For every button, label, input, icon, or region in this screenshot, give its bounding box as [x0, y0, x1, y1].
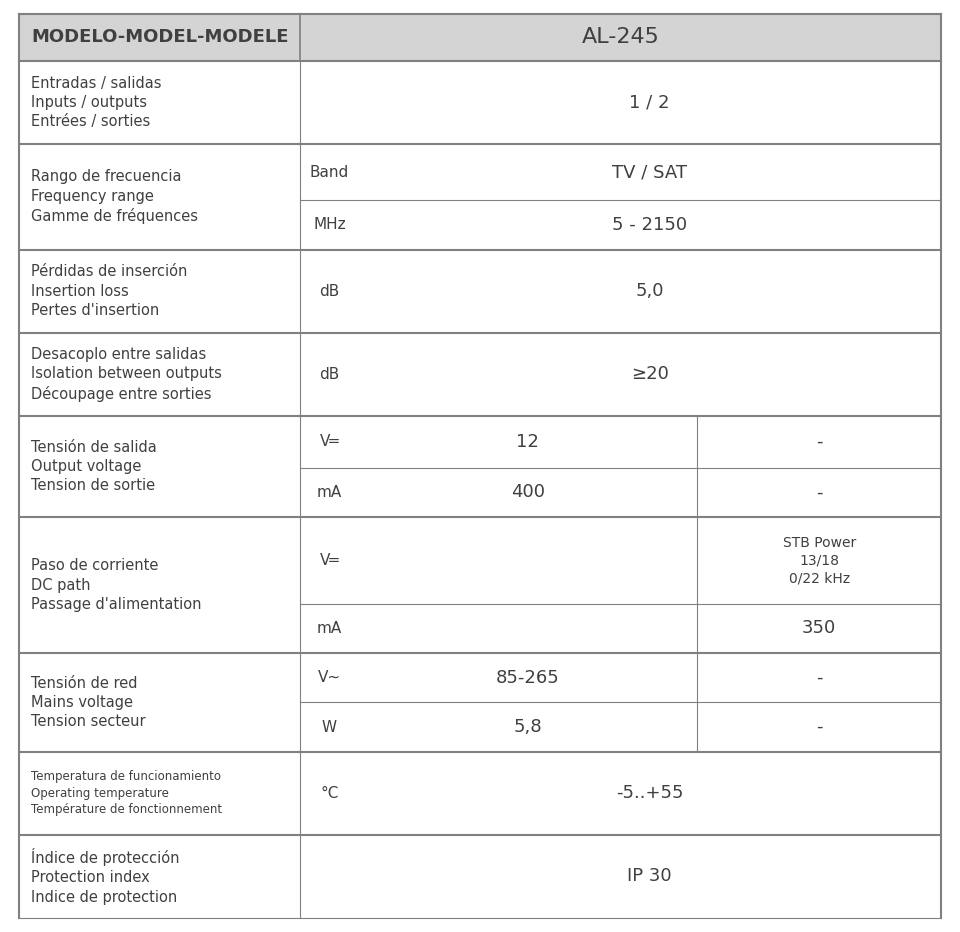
Text: Índice de protección
Protection index
Indice de protection: Índice de protección Protection index In… — [31, 848, 180, 905]
Bar — [19, 752, 941, 835]
Bar — [19, 14, 941, 61]
Text: -: - — [816, 432, 823, 451]
Bar — [19, 653, 941, 752]
Text: Tensión de salida
Output voltage
Tension de sortie: Tensión de salida Output voltage Tension… — [31, 440, 156, 493]
Text: 5,0: 5,0 — [636, 282, 663, 300]
Text: -: - — [816, 718, 823, 736]
Text: STB Power
13/18
0/22 kHz: STB Power 13/18 0/22 kHz — [782, 536, 855, 585]
Text: 5,8: 5,8 — [514, 718, 542, 736]
Text: dB: dB — [319, 366, 340, 382]
Text: mA: mA — [317, 621, 342, 636]
Text: AL-245: AL-245 — [582, 27, 660, 48]
Text: V═: V═ — [320, 553, 339, 568]
Text: Entradas / salidas
Inputs / outputs
Entrées / sorties: Entradas / salidas Inputs / outputs Entr… — [31, 75, 161, 129]
Text: dB: dB — [319, 283, 340, 298]
Text: -5..+55: -5..+55 — [615, 785, 684, 802]
Text: 1 / 2: 1 / 2 — [630, 93, 670, 111]
Bar — [19, 61, 941, 144]
Text: V~: V~ — [318, 670, 341, 685]
Text: 350: 350 — [802, 620, 836, 637]
Text: Pérdidas de inserción
Insertion loss
Pertes d'insertion: Pérdidas de inserción Insertion loss Per… — [31, 265, 187, 318]
Text: Tensión de red
Mains voltage
Tension secteur: Tensión de red Mains voltage Tension sec… — [31, 676, 145, 729]
Text: °C: °C — [320, 786, 339, 801]
Text: Rango de frecuencia
Frequency range
Gamme de fréquences: Rango de frecuencia Frequency range Gamm… — [31, 170, 198, 224]
Text: ≥20: ≥20 — [631, 365, 668, 383]
Bar — [19, 144, 941, 250]
Text: V═: V═ — [320, 434, 339, 449]
Text: Band: Band — [310, 165, 348, 180]
Bar — [19, 333, 941, 416]
Text: MODELO-MODEL-MODELE: MODELO-MODEL-MODELE — [31, 28, 289, 47]
Text: TV / SAT: TV / SAT — [612, 163, 687, 181]
Bar — [19, 416, 941, 517]
Text: -: - — [816, 669, 823, 687]
Text: 5 - 2150: 5 - 2150 — [612, 216, 687, 234]
Text: Desacoplo entre salidas
Isolation between outputs
Découpage entre sorties: Desacoplo entre salidas Isolation betwee… — [31, 347, 222, 402]
Text: W: W — [322, 720, 337, 734]
Text: 12: 12 — [516, 432, 540, 451]
Text: -: - — [816, 484, 823, 501]
Bar — [19, 517, 941, 653]
Bar — [19, 835, 941, 918]
Text: mA: mA — [317, 485, 342, 500]
Text: Temperatura de funcionamiento
Operating temperature
Température de fonctionnemen: Temperatura de funcionamiento Operating … — [31, 771, 222, 816]
Text: 85-265: 85-265 — [496, 669, 560, 687]
Bar — [19, 250, 941, 333]
Text: 400: 400 — [511, 484, 545, 501]
Text: Paso de corriente
DC path
Passage d'alimentation: Paso de corriente DC path Passage d'alim… — [31, 558, 202, 611]
Text: MHz: MHz — [313, 217, 346, 232]
Text: IP 30: IP 30 — [627, 868, 672, 885]
